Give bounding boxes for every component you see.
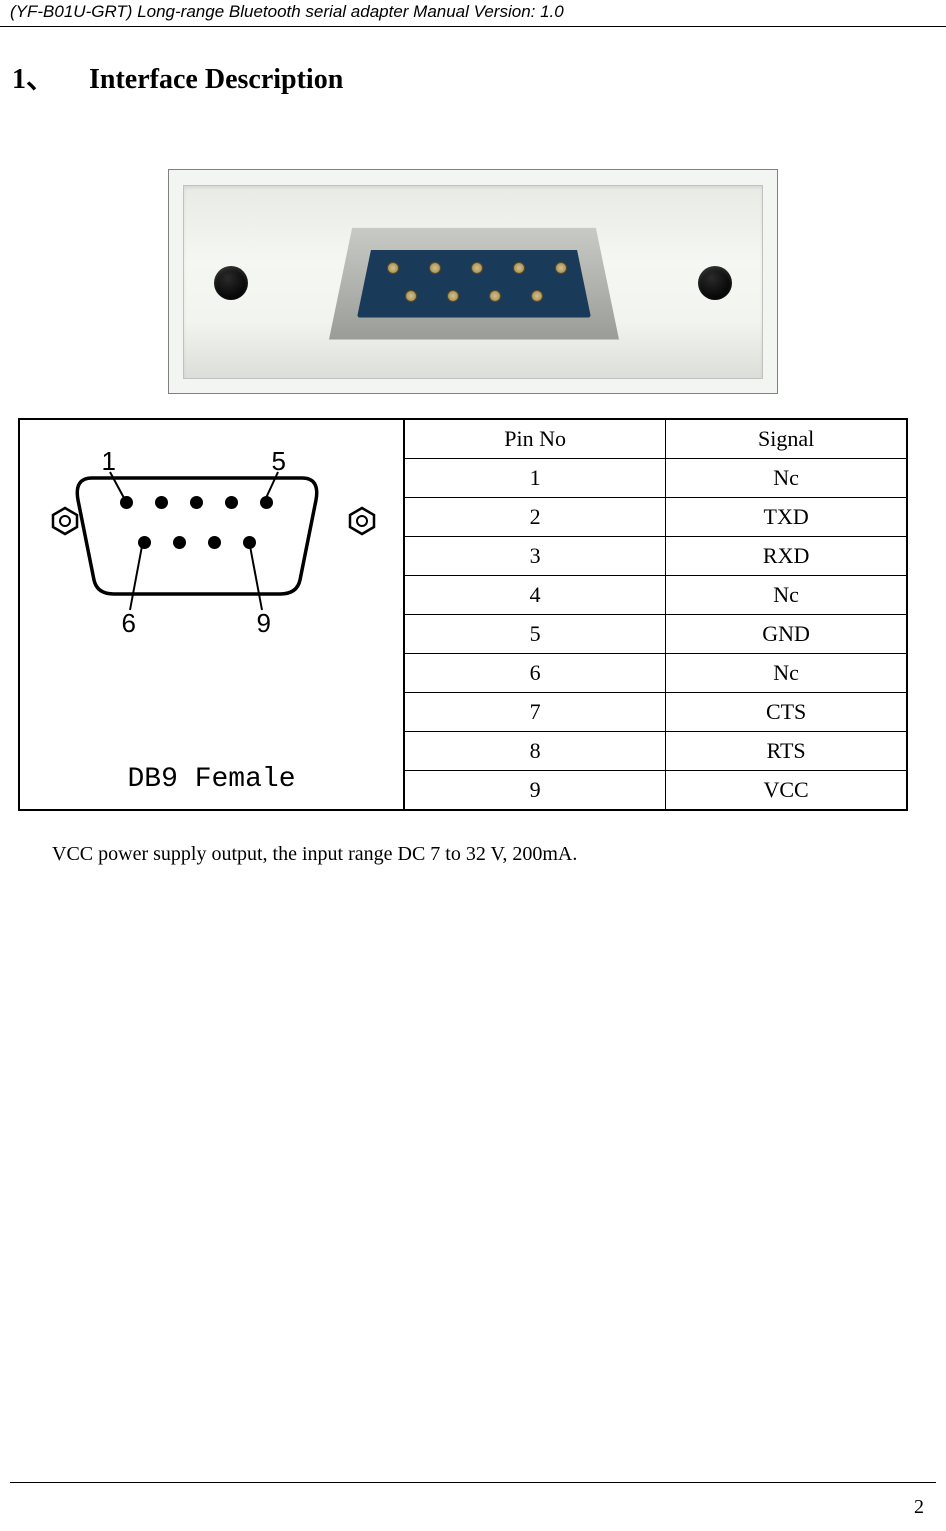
pin-row-top	[387, 262, 567, 274]
connector-pin	[429, 262, 441, 274]
pin-no-cell: 7	[405, 693, 666, 732]
signal-cell: Nc	[666, 576, 906, 615]
product-photo-container	[0, 169, 946, 394]
table-header-row: Pin No Signal	[405, 420, 906, 459]
pin-no-cell: 3	[405, 537, 666, 576]
footer-rule	[10, 1482, 936, 1483]
signal-cell: GND	[666, 615, 906, 654]
signal-cell: RTS	[666, 732, 906, 771]
connector-pin	[387, 262, 399, 274]
pin-row-bottom	[405, 290, 543, 302]
pin-indicator-lines	[42, 448, 382, 648]
pinout-wrapper: 1 5 6 9	[18, 418, 908, 811]
vcc-note: VCC power supply output, the input range…	[0, 843, 946, 866]
db9-diagram-cell: 1 5 6 9	[20, 420, 405, 809]
header-text: (YF-B01U-GRT) Long-range Bluetooth seria…	[10, 2, 564, 21]
connector-pin	[405, 290, 417, 302]
table-row: 5GND	[405, 615, 906, 654]
pin-no-cell: 5	[405, 615, 666, 654]
section-number: 1、	[12, 64, 54, 95]
product-photo	[168, 169, 778, 394]
faceplate	[183, 185, 763, 379]
connector-pin	[447, 290, 459, 302]
signal-cell: TXD	[666, 498, 906, 537]
db9-caption: DB9 Female	[20, 764, 403, 795]
connector-pin	[513, 262, 525, 274]
table-row: 1Nc	[405, 459, 906, 498]
signal-cell: VCC	[666, 771, 906, 810]
table-header-signal: Signal	[666, 420, 906, 459]
screw-hole-left	[214, 266, 248, 300]
db9-diagram: 1 5 6 9	[42, 448, 382, 718]
pin-no-cell: 2	[405, 498, 666, 537]
screw-hole-right	[698, 266, 732, 300]
connector-pin	[531, 290, 543, 302]
db9-connector-socket	[357, 250, 591, 318]
connector-pin	[489, 290, 501, 302]
db9-connector-shell	[329, 228, 619, 340]
connector-pin	[471, 262, 483, 274]
table-row: 8RTS	[405, 732, 906, 771]
table-row: 9VCC	[405, 771, 906, 810]
section-title: Interface Description	[89, 64, 343, 95]
table-header-pinno: Pin No	[405, 420, 666, 459]
pin-no-cell: 6	[405, 654, 666, 693]
table-row: 4Nc	[405, 576, 906, 615]
pin-no-cell: 9	[405, 771, 666, 810]
table-row: 2TXD	[405, 498, 906, 537]
page-number: 2	[914, 1496, 924, 1519]
connector-pin	[555, 262, 567, 274]
signal-cell: RXD	[666, 537, 906, 576]
signal-cell: Nc	[666, 459, 906, 498]
signal-cell: Nc	[666, 654, 906, 693]
pin-no-cell: 4	[405, 576, 666, 615]
pin-no-cell: 1	[405, 459, 666, 498]
table-row: 6Nc	[405, 654, 906, 693]
table-row: 7CTS	[405, 693, 906, 732]
pin-no-cell: 8	[405, 732, 666, 771]
document-header: (YF-B01U-GRT) Long-range Bluetooth seria…	[0, 0, 946, 27]
section-heading: 1、 Interface Description	[0, 57, 946, 97]
pinout-table: Pin No Signal 1Nc2TXD3RXD4Nc5GND6Nc7CTS8…	[405, 420, 906, 809]
table-row: 3RXD	[405, 537, 906, 576]
signal-cell: CTS	[666, 693, 906, 732]
